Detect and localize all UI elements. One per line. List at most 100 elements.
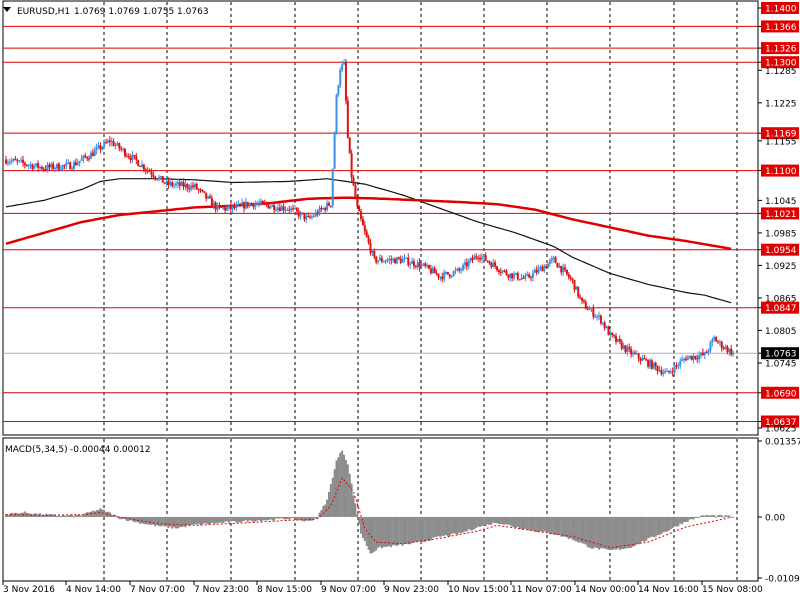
macd-histogram-bar	[632, 516, 635, 547]
candle-body	[637, 353, 640, 359]
candle-body	[486, 260, 489, 262]
macd-histogram-bar	[660, 516, 663, 535]
macd-histogram-bar	[513, 516, 516, 528]
candle-body	[650, 360, 653, 369]
candle-body	[320, 207, 323, 210]
candle-body	[412, 261, 415, 267]
candle-body	[137, 160, 140, 166]
candle-body	[724, 346, 727, 349]
candle-body	[312, 216, 315, 218]
candle-body	[326, 202, 329, 211]
macd-histogram-bar	[341, 450, 344, 517]
candle-body	[575, 286, 578, 290]
candle-body	[516, 272, 519, 280]
macd-histogram-bar	[360, 516, 363, 534]
macd-histogram-bar	[445, 516, 448, 535]
candle-body	[305, 215, 308, 220]
macd-histogram-bar	[259, 516, 262, 522]
candle-body	[120, 148, 123, 150]
macd-histogram-bar	[197, 516, 200, 524]
candle-body	[696, 358, 699, 360]
macd-histogram-bar	[154, 516, 157, 527]
candle-body	[718, 341, 721, 343]
macd-histogram-bar	[418, 516, 421, 542]
candle-body	[667, 370, 670, 373]
candle-body	[522, 277, 525, 279]
macd-histogram-bar	[443, 516, 446, 536]
macd-histogram-bar	[605, 516, 608, 550]
macd-histogram-bar	[303, 516, 306, 522]
candle-body	[258, 203, 261, 205]
candle-body	[29, 164, 32, 166]
macd-histogram-bar	[233, 516, 236, 522]
candle-body	[582, 300, 585, 303]
macd-histogram-bar	[539, 516, 542, 532]
candle-body	[543, 266, 546, 272]
candle-body	[363, 225, 366, 232]
candle-body	[84, 155, 87, 158]
candle-body	[369, 242, 372, 253]
macd-histogram-bar	[705, 514, 708, 517]
macd-histogram-bar	[473, 516, 476, 530]
macd-histogram-bar	[12, 513, 15, 517]
candle-body	[411, 261, 414, 264]
candle-body	[545, 266, 548, 268]
candle-body	[310, 216, 313, 218]
candle-body	[174, 183, 177, 185]
macd-histogram-bar	[622, 516, 625, 550]
candle-body	[414, 266, 417, 268]
candle-body	[652, 362, 655, 369]
macd-histogram-bar	[67, 515, 70, 517]
candle-body	[346, 100, 349, 138]
macd-histogram-bar	[305, 516, 308, 521]
macd-histogram-bar	[195, 516, 198, 525]
macd-histogram-bar	[55, 516, 58, 518]
candle-body	[278, 207, 281, 211]
level-price-tag	[761, 42, 799, 55]
candle-body	[722, 348, 725, 350]
macd-histogram-bar	[16, 513, 19, 517]
candle-body	[190, 185, 193, 190]
candle-body	[254, 203, 257, 207]
macd-histogram-bar	[669, 516, 672, 530]
candle-body	[390, 259, 393, 261]
macd-histogram-bar	[316, 516, 319, 518]
macd-histogram-bar	[658, 516, 661, 536]
candle-body	[556, 263, 559, 268]
candle-body	[295, 208, 298, 212]
candle-body	[157, 177, 160, 180]
candle-body	[565, 269, 568, 275]
macd-histogram-bar	[496, 516, 499, 524]
macd-histogram-bar	[718, 514, 721, 517]
macd-histogram-bar	[635, 516, 638, 544]
macd-indicator	[5, 450, 735, 554]
macd-histogram-bar	[650, 516, 653, 537]
candle-body	[154, 176, 157, 179]
candle-body	[201, 189, 204, 192]
macd-histogram-bar	[159, 516, 162, 527]
macd-histogram-bar	[437, 516, 440, 537]
macd-histogram-bar	[431, 516, 434, 538]
macd-histogram-bar	[545, 516, 548, 533]
candle-body	[344, 62, 347, 101]
macd-histogram-bar	[586, 516, 589, 548]
candle-body	[348, 137, 351, 154]
macd-histogram-bar	[696, 516, 699, 518]
candle-body	[161, 176, 164, 183]
macd-histogram-bar	[161, 516, 164, 526]
candle-body	[329, 205, 332, 207]
candle-body	[571, 278, 574, 280]
candle-body	[541, 266, 544, 272]
symbol-dropdown-icon[interactable]	[3, 7, 11, 12]
macd-histogram-bar	[520, 516, 523, 530]
macd-histogram-bar	[401, 516, 404, 546]
macd-histogram-bar	[524, 516, 527, 529]
macd-histogram-bar	[89, 511, 92, 517]
candle-body	[392, 258, 395, 261]
macd-histogram-bar	[643, 516, 646, 542]
candle-body	[688, 355, 691, 358]
candle-body	[388, 259, 391, 261]
candle-body	[42, 169, 45, 171]
candle-body	[31, 164, 34, 169]
